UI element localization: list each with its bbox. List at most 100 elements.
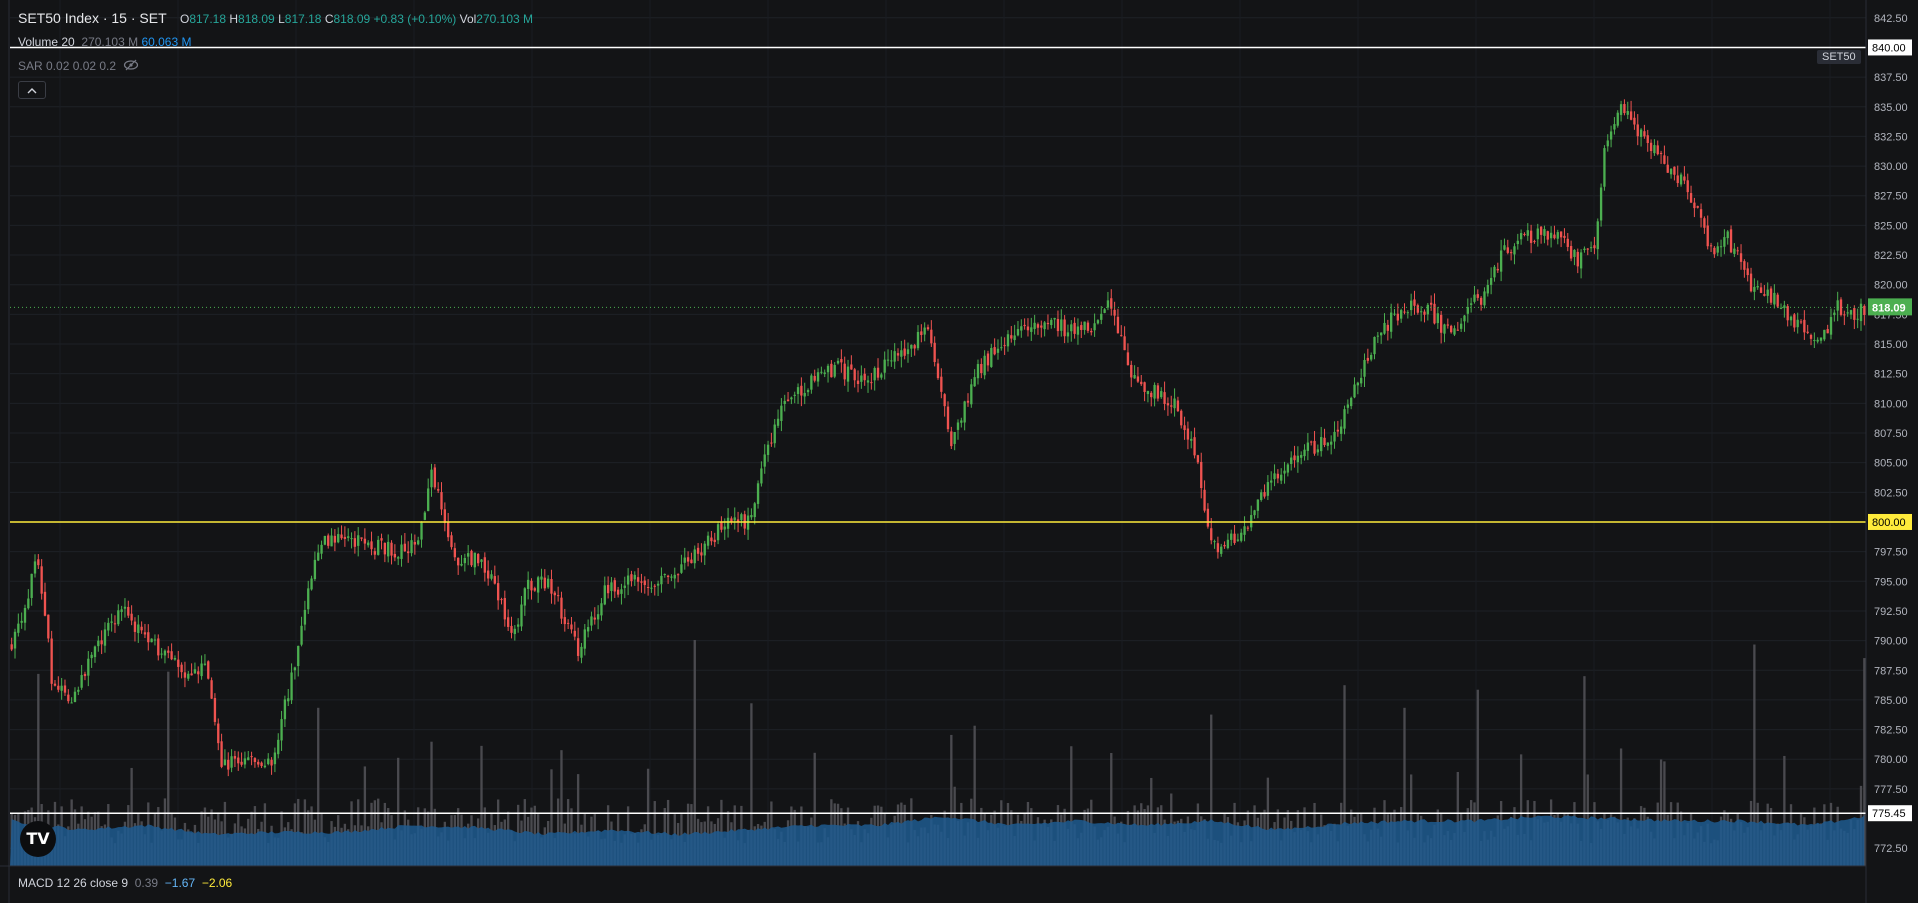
candle-body (33, 561, 37, 574)
candle-body (1406, 312, 1409, 314)
candle-body (933, 342, 936, 363)
volume-bar (646, 768, 650, 866)
candle-body (790, 397, 793, 400)
candle-body (993, 347, 996, 355)
price-tick-label: 782.50 (1874, 725, 1908, 737)
candle-body (956, 422, 960, 430)
candle-body (423, 512, 427, 520)
candle-body (1303, 449, 1306, 457)
candle-body (1380, 332, 1383, 336)
candle-body (820, 371, 823, 373)
candle-body (986, 353, 990, 366)
candle-body (1809, 334, 1813, 339)
vol-value: 270.103 M (476, 12, 534, 26)
volume-bar (1110, 753, 1113, 866)
horizontal-lines[interactable] (10, 46, 1866, 814)
candle-body (1589, 247, 1593, 249)
candle-body (420, 521, 423, 540)
candle-body (193, 669, 197, 674)
candle-body (443, 509, 447, 523)
candle-body (1300, 455, 1303, 458)
candle-body (1160, 391, 1163, 398)
volume-legend[interactable]: Volume 20 270.103 M 60.063 M (18, 35, 192, 49)
candle-body (1833, 312, 1836, 316)
macd-legend[interactable]: MACD 12 26 close 9 0.39 −1.67 −2.06 (18, 876, 232, 890)
price-tick-label: 830.00 (1874, 161, 1908, 173)
candle-body (230, 756, 233, 768)
price-tick-label: 832.50 (1874, 131, 1908, 143)
symbol-tag: SET50 (1817, 50, 1861, 64)
volume-bar (1783, 755, 1786, 866)
candle-body (83, 673, 87, 677)
candle-body (1769, 288, 1773, 303)
low-value: 817.18 (284, 12, 322, 26)
candle-body (1213, 541, 1216, 543)
candle-body (1426, 304, 1429, 315)
volume-bar (167, 671, 170, 866)
candle-body (663, 573, 666, 575)
candle-body (1703, 218, 1706, 228)
candle-body (873, 367, 876, 381)
candle-body (1240, 532, 1243, 541)
candle-body (1733, 248, 1736, 254)
candle-body (700, 552, 703, 556)
candle-body (1596, 221, 1599, 250)
candle-body (1020, 326, 1023, 331)
candle-body (546, 578, 550, 588)
candle-body (750, 515, 753, 518)
tradingview-logo[interactable]: TV (20, 821, 56, 857)
candle-body (1473, 294, 1476, 302)
price-tick-label: 835.00 (1874, 102, 1908, 114)
candle-body (483, 557, 486, 573)
candle-body (380, 538, 383, 541)
price-tick-label: 812.50 (1874, 369, 1908, 381)
macd-indicator-label: MACD 12 26 close 9 (18, 876, 129, 890)
candle-body (27, 598, 30, 609)
candle-body (1799, 321, 1803, 323)
candle-body (1256, 499, 1260, 511)
candle-body (1016, 329, 1020, 336)
price-tick-label: 815.00 (1874, 339, 1908, 351)
candle-body (833, 365, 836, 377)
candle-body (916, 331, 920, 349)
candle-body (1276, 473, 1280, 479)
volume-bar (1519, 754, 1523, 866)
candle-body (770, 442, 773, 444)
candle-body (1076, 326, 1080, 335)
symbol-title[interactable]: SET50 Index · 15 · SET (18, 10, 167, 26)
candle-body (1749, 273, 1753, 292)
candle-body (233, 756, 237, 759)
sar-legend[interactable]: SAR 0.02 0.02 0.2 (18, 59, 139, 74)
high-key: H (229, 12, 239, 26)
candle-body (227, 759, 230, 770)
price-tick-label: 777.50 (1874, 784, 1908, 796)
price-tick-label: 792.50 (1874, 606, 1908, 618)
candle-body (1766, 289, 1769, 296)
price-tick-label: 822.50 (1874, 250, 1908, 262)
candle-body (1573, 249, 1576, 257)
candle-body (317, 552, 320, 561)
candle-body (640, 581, 643, 583)
candle-body (990, 347, 993, 367)
volume-bar (576, 774, 580, 866)
candle-body (1093, 323, 1096, 331)
candle-body (760, 468, 763, 484)
candle-body (1496, 268, 1499, 271)
price-line-label-bg (1868, 805, 1912, 822)
candle-body (207, 661, 210, 679)
candle-body (1743, 261, 1746, 270)
eye-off-icon[interactable] (123, 59, 139, 74)
candle-body (530, 580, 533, 591)
candle-body (397, 557, 400, 559)
candle-body (886, 359, 890, 361)
candle-body (850, 364, 853, 370)
candle-body (167, 650, 170, 653)
volume-bar (480, 745, 483, 866)
candle-body (440, 492, 443, 510)
candle-body (1529, 230, 1533, 243)
collapse-legend-button[interactable] (18, 81, 46, 99)
volume-bar (37, 673, 40, 866)
last-price-label: 818.09 (1872, 302, 1906, 314)
price-axis[interactable]: 842.50 840.00 837.50 835.00 832.50 830.00 827.… (1868, 13, 1912, 855)
